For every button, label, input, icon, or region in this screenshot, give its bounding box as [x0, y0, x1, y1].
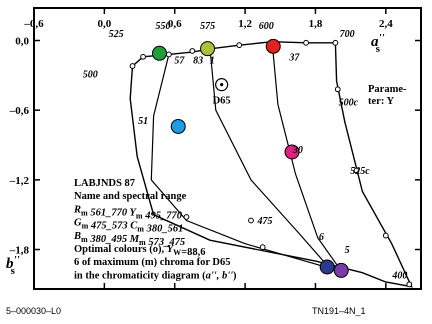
curve-label: 51	[138, 116, 148, 127]
plot-frame	[33, 7, 422, 290]
max-chroma-point-yellow-green	[200, 41, 216, 57]
optimal-colour-boundary	[129, 40, 413, 288]
curves	[129, 40, 413, 288]
optimal-colour-mark	[332, 39, 339, 46]
curve-label: 57	[174, 56, 185, 67]
curve-label: 1	[210, 56, 215, 67]
x-tick-label: 1,2	[238, 18, 252, 30]
optimal-colour-mark	[236, 42, 243, 49]
curve-label: 475	[257, 216, 273, 227]
axes: –0,6 0,0 0,6 1,2 1,8 2,4 0,0 –0,6 –1,2 –1,8 a'' s b'…	[6, 8, 421, 289]
x-tick-label: 1,8	[309, 18, 323, 30]
info-line: LABJNDS 87	[74, 178, 135, 189]
curve-label: 83	[193, 56, 203, 67]
optimal-colour-mark	[140, 53, 146, 60]
info-line: Rm 561_770 Ym 495_770	[73, 204, 183, 221]
curve-label: 600	[259, 21, 274, 32]
info-line: Bm 380_495 Mm 573_475	[73, 231, 185, 248]
curve-label: 500c	[339, 98, 359, 109]
labels: Parame-ter: Y D65 525 550 575 600 700 500 57 83 1 3…	[83, 21, 408, 282]
max-chroma-point-green	[151, 45, 167, 61]
max-chroma-point-magenta	[284, 144, 300, 160]
y-tick-label: –1,8	[9, 245, 30, 257]
info-box: LABJNDS 87 Name and spectral range Rm 561_…	[73, 178, 237, 281]
y-tick-label: –1,2	[9, 175, 30, 187]
footer-right: TN191–4N_1	[312, 306, 366, 316]
max-chroma-point-violet	[333, 262, 349, 278]
optimal-colour-mark	[183, 214, 190, 220]
max-chroma-point-blue	[319, 259, 335, 275]
curve-label: 37	[288, 52, 300, 63]
x-tick-label: 0,0	[97, 18, 111, 30]
curve-label: 500	[83, 70, 98, 81]
optimal-colour-mark	[259, 244, 266, 251]
hue-line	[209, 47, 330, 269]
info-line: in the chromaticity diagram (a'', b'')	[74, 270, 237, 281]
white-point-label: D65	[213, 96, 231, 107]
footer-left: 5–000030–L0	[6, 306, 61, 316]
optimal-colour-mark	[382, 232, 389, 239]
info-line: 6 of maximum (m) chroma for D65	[74, 257, 231, 268]
optimal-colour-mark	[406, 281, 413, 288]
hue-line	[271, 41, 341, 270]
parameter-label: ter: Y	[368, 96, 395, 107]
curve-label: 6	[319, 232, 324, 243]
max-chroma-point-red	[265, 38, 281, 54]
curve-label: 30	[292, 145, 303, 156]
optimal-colour-mark	[303, 39, 309, 46]
y-axis-label: b'' s	[6, 254, 20, 277]
info-line: Optimal colours (o), YW=88,6	[74, 244, 206, 258]
white-point-dot	[220, 83, 224, 87]
optimal-colour-mark	[334, 86, 341, 93]
y-tick-label: –0,6	[9, 105, 30, 117]
optimal-colour-mark	[165, 51, 172, 58]
marks	[129, 38, 413, 288]
optimal-colour-mark	[189, 48, 196, 54]
x-axis-label: a'' s	[371, 32, 385, 55]
optimal-colour-mark	[129, 63, 136, 69]
x-tick-label: 2,4	[379, 18, 393, 30]
curve-label: 400	[391, 271, 407, 282]
x-tick-label: –0,6	[23, 18, 44, 30]
curve-label: 700	[340, 29, 355, 40]
curve-label: 550	[156, 21, 171, 32]
info-line: Name and spectral range	[74, 191, 187, 202]
curve-label: 575	[200, 21, 215, 32]
curve-label: 525	[109, 29, 124, 40]
y-tick-label: 0,0	[15, 36, 29, 48]
parameter-label: Parame-	[368, 84, 407, 95]
max-chroma-point-cyan	[170, 118, 186, 134]
info-line: Gm 475_573 Cm 380_561	[74, 218, 183, 235]
x-tick-label: 0,6	[168, 18, 182, 30]
curve-label: 5	[345, 245, 350, 256]
hue-line	[150, 54, 330, 269]
optimal-colour-mark	[248, 217, 254, 224]
optimal-colour-mark	[353, 167, 360, 174]
curve-label: 525c	[350, 166, 370, 177]
